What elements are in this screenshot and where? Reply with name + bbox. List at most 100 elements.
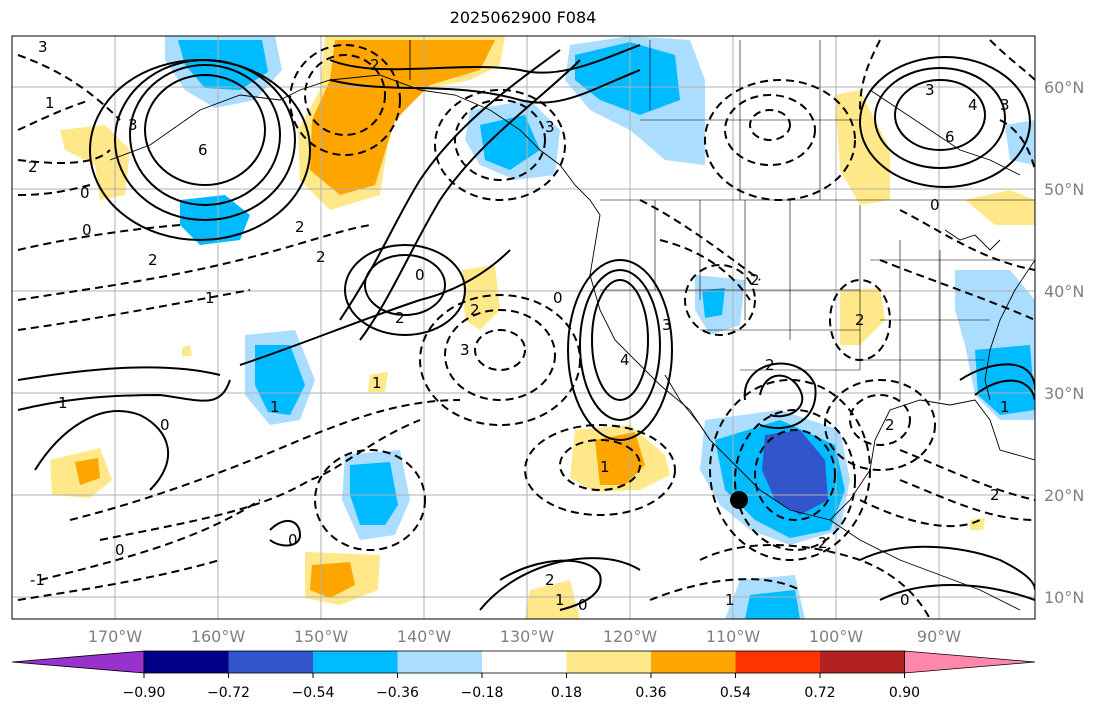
anomaly-shading <box>50 36 1035 619</box>
positive-anomaly-region <box>182 345 192 356</box>
contour-label: 1 <box>600 458 610 476</box>
lon-label: 140°W <box>397 627 452 646</box>
contour-label: 2 <box>370 56 380 74</box>
contour-label: 3 <box>662 316 672 334</box>
contour-label: 0 <box>160 416 170 434</box>
contour-label: 6 <box>945 128 955 146</box>
positive-anomaly-region <box>835 90 890 205</box>
contour-label: 2 <box>545 571 555 589</box>
contour-label: 2 <box>885 416 895 434</box>
colorbar-bin <box>397 651 482 673</box>
lon-label: 90°W <box>917 627 961 646</box>
colorbar-tick-label: −0.18 <box>461 685 504 701</box>
strong-negative-anomaly-region <box>762 430 828 515</box>
lat-label: 30°N <box>1044 384 1084 403</box>
negative-anomaly-region <box>255 345 305 415</box>
baja-california <box>664 374 711 441</box>
alaska-coast <box>109 74 601 216</box>
contour-label: 0 <box>288 531 298 549</box>
lat-label: 40°N <box>1044 282 1084 301</box>
positive-anomaly-region <box>970 518 985 530</box>
contour-label: 0 <box>930 196 940 214</box>
positive-anomaly-region <box>60 125 130 200</box>
lat-label: 60°N <box>1044 78 1084 97</box>
positive-anomaly-region <box>75 458 100 485</box>
contour-label: -1 <box>30 571 45 589</box>
east-coast <box>984 259 1035 401</box>
dashed-contours <box>17 39 1035 619</box>
colorbar-extend-high <box>904 650 1036 674</box>
colorbar-tick-label: 0.18 <box>551 685 582 701</box>
contour-label: 0 <box>80 184 90 202</box>
positive-anomaly-region <box>595 432 645 485</box>
contour-label: 4 <box>968 96 978 114</box>
contour-labels: 3 3 6 0 0 2 1 2 0 3 3 2 2 2 3 6 4 3 4 2 … <box>28 38 1010 614</box>
contour-label: 0 <box>553 289 563 307</box>
contour-label: 2 <box>855 311 865 329</box>
contour-label: 3 <box>925 81 935 99</box>
colorbar-bin <box>820 651 905 673</box>
contour-label: 1 <box>725 591 735 609</box>
contour-label: 1 <box>45 94 55 112</box>
contour-label: 2 <box>818 534 828 552</box>
negative-anomaly-region <box>350 462 398 525</box>
colorbar-bin <box>228 651 313 673</box>
lon-label: 110°W <box>706 627 761 646</box>
positive-anomaly-region <box>965 190 1035 225</box>
contour-label: 1 <box>58 394 68 412</box>
contour-label: 2 <box>750 271 760 289</box>
contour-label: 2 <box>395 309 405 327</box>
contour-label: 2 <box>765 356 775 374</box>
colorbar-bin <box>566 651 651 673</box>
positive-anomaly-region <box>368 372 388 392</box>
positive-anomaly-region <box>840 288 885 345</box>
lat-label: 20°N <box>1044 486 1084 505</box>
colorbar-tick-label: −0.36 <box>376 685 419 701</box>
contour-label: 6 <box>198 141 208 159</box>
contour-label: 2 <box>295 218 305 236</box>
colorbar-bin <box>144 651 229 673</box>
lon-label: 160°W <box>191 627 246 646</box>
canada-hudson-coast <box>869 89 1021 176</box>
contour-label: 2 <box>316 248 326 266</box>
lon-label: 100°W <box>809 627 864 646</box>
contour-label: 1 <box>555 591 565 609</box>
colorbar-frame <box>143 650 905 674</box>
colorbar-tick-label: 0.54 <box>720 685 751 701</box>
colorbar-bin <box>313 651 398 673</box>
negative-anomaly-region <box>480 115 540 170</box>
great-lakes <box>944 229 1001 251</box>
contour-label: 0 <box>900 591 910 609</box>
map-plot-area: 3 3 6 0 0 2 1 2 0 3 3 2 2 2 3 6 4 3 4 2 … <box>12 36 1035 619</box>
contour-label: 0 <box>115 541 125 559</box>
lat-lon-grid <box>12 36 1035 619</box>
colorbar-bin <box>735 651 820 673</box>
colorbar-tick-label: −0.54 <box>292 685 335 701</box>
contour-label: 1 <box>270 398 280 416</box>
colorbar: −0.90 −0.72 −0.54 −0.36 −0.18 0.18 0.36 … <box>11 650 1036 701</box>
colorbar-extend-low <box>11 650 145 674</box>
contour-label: 2 <box>990 486 1000 504</box>
lon-label: 150°W <box>294 627 349 646</box>
lat-label: 10°N <box>1044 588 1084 607</box>
contour-label: 2 <box>28 158 38 176</box>
colorbar-tick-label: 0.90 <box>889 685 920 701</box>
colorbar-tick-label: −0.90 <box>123 685 166 701</box>
negative-anomaly-region <box>178 40 268 90</box>
contour-label: 1 <box>1000 398 1010 416</box>
contour-label: 3 <box>38 38 48 56</box>
colorbar-bin <box>651 651 736 673</box>
contour-label: 4 <box>620 351 630 369</box>
lon-label: 120°W <box>603 627 658 646</box>
colorbar-tick-label: 0.72 <box>804 685 835 701</box>
state-boundaries <box>600 40 1035 400</box>
contour-label: 3 <box>1000 96 1010 114</box>
colorbar-tick-label: −0.72 <box>207 685 250 701</box>
negative-anomaly-region <box>702 288 725 318</box>
lon-label: 170°W <box>88 627 143 646</box>
colorbar-tick-label: 0.36 <box>635 685 666 701</box>
contour-label: 1 <box>372 374 382 392</box>
map-title: 2025062900 F084 <box>449 8 597 27</box>
lat-label: 50°N <box>1044 180 1084 199</box>
